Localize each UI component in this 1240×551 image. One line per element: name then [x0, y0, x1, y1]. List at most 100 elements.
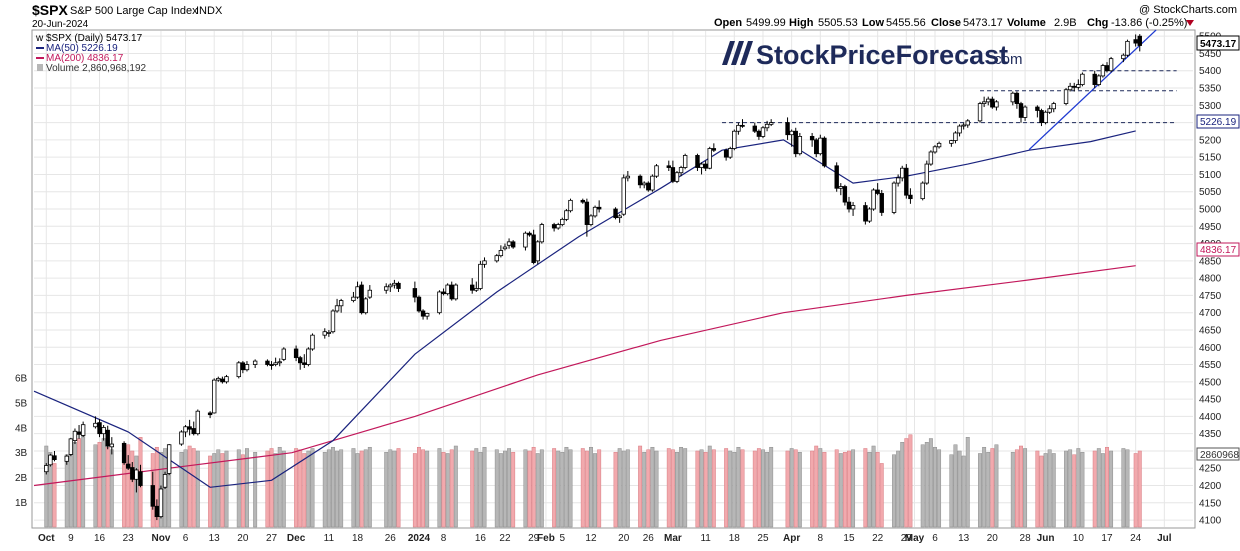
- candle-down: [846, 201, 852, 210]
- candle-up: [322, 331, 327, 336]
- x-tick-label: 22: [499, 533, 511, 544]
- volume-bar: [154, 446, 159, 528]
- volume-bar: [679, 446, 684, 528]
- candle-down: [814, 139, 819, 155]
- volume-bar: [367, 446, 372, 528]
- volume-bar: [994, 444, 999, 528]
- candle-up: [986, 98, 991, 103]
- x-tick-label: 11: [324, 533, 335, 544]
- x-tick-label: Apr: [783, 533, 800, 544]
- candle-up: [338, 300, 344, 307]
- y-tick-label: 4250: [1199, 464, 1222, 475]
- candle-down: [269, 364, 274, 366]
- candle-up: [367, 289, 373, 298]
- volume-label: Volume: [1007, 17, 1046, 29]
- x-tick-label: 29: [528, 533, 540, 544]
- chg-label: Chg: [1087, 17, 1108, 29]
- volume-bar: [965, 437, 970, 528]
- candle-up: [478, 263, 483, 289]
- x-tick-label: 27: [266, 533, 278, 544]
- candle-up: [642, 182, 647, 186]
- candle-up: [80, 424, 86, 436]
- candle-down: [723, 149, 729, 158]
- candle-down: [551, 224, 557, 229]
- candle-up: [494, 255, 499, 262]
- volume-bar: [97, 442, 102, 528]
- candle-up: [1051, 103, 1056, 110]
- volume-bar: [183, 449, 188, 528]
- volume-bar: [421, 449, 426, 528]
- volume-bar: [355, 453, 360, 528]
- candle-up: [592, 206, 598, 217]
- candle-down: [822, 137, 827, 167]
- volume-bar: [1137, 450, 1142, 528]
- x-tick-label: Oct: [38, 533, 55, 544]
- candle-up: [871, 189, 876, 210]
- candle-up: [1076, 84, 1081, 88]
- volume-bar: [474, 448, 479, 528]
- candle-up: [953, 132, 958, 141]
- volume-bar: [1039, 455, 1044, 528]
- volume-bar: [363, 449, 368, 528]
- candle-down: [240, 362, 246, 371]
- volume-value-label: 2860968: [1200, 450, 1239, 461]
- volume-bar: [253, 451, 258, 528]
- candle-up: [678, 167, 684, 174]
- candle-up: [564, 210, 569, 220]
- candle-up: [474, 288, 479, 291]
- candle-up: [850, 205, 856, 210]
- volume-bar: [1010, 451, 1015, 528]
- volume-bar: [597, 449, 602, 528]
- x-tick-label: 5: [560, 533, 566, 544]
- volume-bar: [1105, 446, 1109, 528]
- candle-up: [768, 122, 774, 125]
- volume-bar: [650, 446, 655, 528]
- y-tick-label: 4600: [1199, 343, 1222, 354]
- volume-bar: [818, 448, 823, 528]
- volume-bar: [1076, 448, 1081, 528]
- date-axis: Oct 9 16 23 Nov 6 13 20 27 Dec 11 18 26 2024 8 16 22 29Fe…: [38, 533, 1172, 544]
- volume-bar: [1064, 450, 1068, 528]
- volume-bar: [699, 449, 704, 528]
- candle-up: [101, 427, 106, 435]
- volume-bar: [683, 448, 688, 528]
- volume-bar: [310, 448, 315, 528]
- trendline: [1028, 29, 1157, 151]
- volume-bar: [224, 450, 229, 528]
- candle-up: [928, 151, 934, 165]
- volume-bar: [73, 442, 77, 528]
- candle-up: [650, 175, 655, 191]
- volume-bar: [273, 453, 278, 528]
- volume-bar: [453, 445, 458, 528]
- legend-price: $SPX (Daily) 5473.17: [46, 33, 143, 44]
- candle-down: [596, 206, 602, 210]
- volume-bar: [867, 451, 872, 528]
- volume-bar: [539, 449, 544, 528]
- volume-bar: [77, 438, 81, 528]
- last-price-tag: 5473.17: [1196, 35, 1240, 51]
- volume-bar: [593, 453, 598, 528]
- candle-up: [453, 284, 459, 300]
- x-tick-label: 16: [94, 533, 106, 544]
- volume-bar: [1133, 453, 1138, 528]
- candle-down: [908, 194, 913, 200]
- x-tick-label: 20: [618, 533, 630, 544]
- candle-up: [392, 282, 397, 286]
- volume-bar: [814, 445, 819, 528]
- volume-bar: [130, 450, 135, 528]
- candle-up: [211, 379, 217, 414]
- volume-bar: [425, 450, 430, 528]
- y-tick-label: 5300: [1199, 101, 1222, 112]
- symbol: $SPX: [32, 2, 68, 18]
- candle-up: [134, 469, 139, 480]
- candle-up: [162, 474, 168, 488]
- low-value: 5455.56: [886, 17, 926, 29]
- volume-bar: [789, 448, 794, 528]
- volume-bar: [675, 451, 679, 528]
- candle-up: [797, 136, 803, 155]
- x-tick-label: 6: [183, 533, 189, 544]
- candle-down: [396, 282, 401, 289]
- volume-bar: [863, 448, 868, 528]
- candle-down: [52, 455, 57, 460]
- volume-bar: [617, 448, 622, 528]
